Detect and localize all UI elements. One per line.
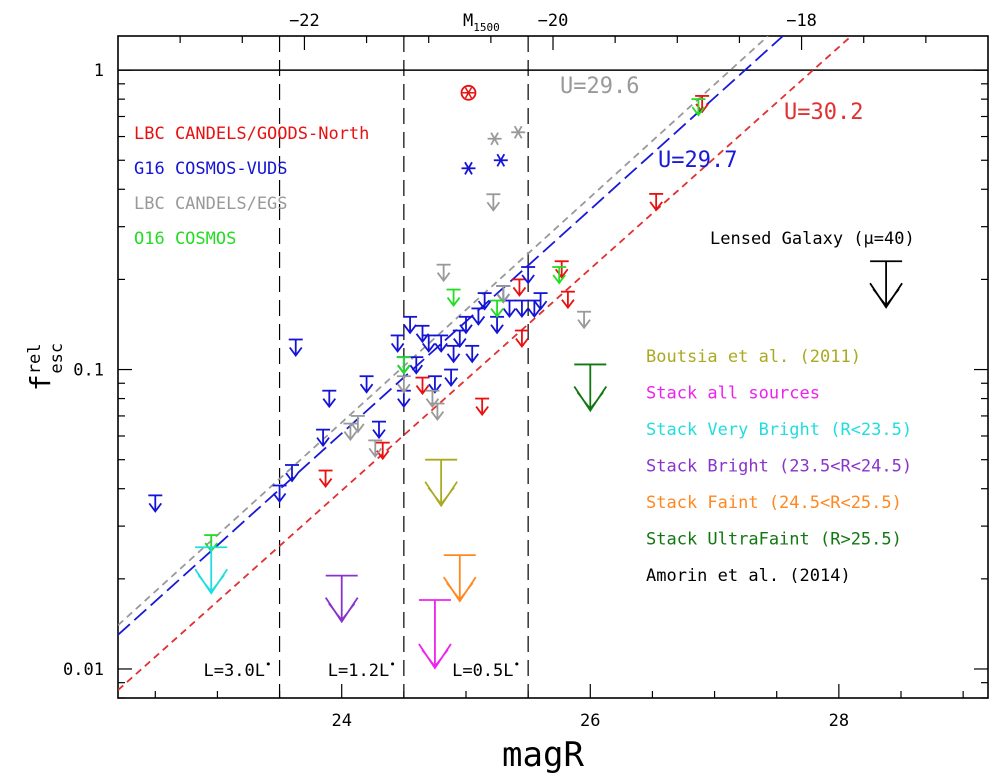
upper-limit-point xyxy=(503,301,517,317)
upper-limit-point xyxy=(577,312,591,328)
detection-point xyxy=(461,162,475,174)
legend-entry: O16 COSMOS xyxy=(134,229,236,249)
upper-limit-point xyxy=(391,335,405,351)
legend-entry: Boutsia et al. (2011) xyxy=(646,347,861,367)
x-tick-label: 24 xyxy=(331,711,351,731)
stack-upper-limit xyxy=(419,600,451,668)
upper-limit-point xyxy=(515,301,529,317)
upper-limit-point xyxy=(453,331,467,347)
annotations: L=3.0L• L=1.2L• L=0.5L• U=29.6 U=29.7 U=30.2 xyxy=(204,74,864,681)
detection-point xyxy=(488,133,502,145)
lensed-label: Lensed Galaxy (μ=40) xyxy=(710,229,915,249)
upper-limit-point xyxy=(561,292,575,308)
legend-entry: G16 COSMOS-VUDS xyxy=(134,159,288,179)
upper-limit-point xyxy=(437,265,451,281)
upper-limit-point xyxy=(343,424,357,440)
legend-entry: Stack Bright (23.5<R<24.5) xyxy=(646,457,912,477)
upper-limit-point xyxy=(478,293,492,309)
x-axis-title: magR xyxy=(502,735,584,775)
upper-limit-point xyxy=(409,357,423,373)
top-tick-label: −22 xyxy=(289,11,320,31)
upper-limit-point xyxy=(471,308,485,324)
upper-limit-point xyxy=(447,346,461,362)
upper-limit-point xyxy=(486,194,500,210)
legend: LBC CANDELS/GOODS-North G16 COSMOS-VUDS LB… xyxy=(134,124,915,586)
upper-limit-point xyxy=(444,370,458,386)
x-tick-label: 26 xyxy=(580,711,600,731)
top-tick-label: −20 xyxy=(538,11,569,31)
luminosity-label: L=1.2L• xyxy=(328,658,396,681)
upper-limit-point xyxy=(552,267,566,283)
y-axis-title-main: frel esc xyxy=(24,343,67,391)
limit-line-label: U=29.6 xyxy=(560,74,639,99)
upper-limit-point xyxy=(285,465,299,481)
legend-entry: Stack UltraFaint (R>25.5) xyxy=(646,530,902,550)
upper-limit-point xyxy=(319,471,333,487)
upper-limit-point xyxy=(447,290,461,306)
stack-upper-limit xyxy=(574,364,606,410)
top-axis-label: M1500 xyxy=(463,11,500,34)
x-tick-label: 28 xyxy=(829,711,849,731)
y-tick-label: 1 xyxy=(94,61,104,81)
legend-entry: Stack Very Bright (R<23.5) xyxy=(646,420,912,440)
upper-limit-point xyxy=(490,317,504,333)
upper-limit-point xyxy=(372,422,386,438)
upper-limit-point xyxy=(403,317,417,333)
upper-limit-point xyxy=(691,99,705,115)
limit-line-label: U=29.7 xyxy=(658,148,737,173)
upper-limit-point xyxy=(273,485,287,501)
luminosity-label: L=3.0L• xyxy=(204,658,272,681)
upper-limit-point xyxy=(521,267,535,283)
upper-limit-point xyxy=(322,391,336,407)
upper-limit-point xyxy=(649,194,663,210)
stack-upper-limit xyxy=(195,547,227,593)
upper-limit-point xyxy=(534,293,548,309)
upper-limit-point xyxy=(148,495,162,511)
legend-entry: LBC CANDELS/EGS xyxy=(134,194,288,214)
y-axis-title: frel esc xyxy=(24,343,67,391)
upper-limit-point xyxy=(465,346,479,362)
upper-limit-point xyxy=(515,331,529,347)
upper-limit-point xyxy=(512,279,526,295)
upper-limit-point xyxy=(360,376,374,392)
detection-point xyxy=(494,154,508,166)
detection-point xyxy=(511,126,525,138)
y-tick-label: 0.01 xyxy=(63,660,104,680)
detection-point xyxy=(461,86,475,100)
upper-limit-point xyxy=(376,443,390,459)
stack-upper-limit xyxy=(870,261,902,307)
upper-limit-point xyxy=(475,399,489,415)
upper-limit-point xyxy=(351,416,365,432)
legend-entry: LBC CANDELS/GOODS-North xyxy=(134,124,369,144)
luminosity-label: L=0.5L• xyxy=(452,658,520,681)
upper-limit-point xyxy=(416,326,430,342)
legend-entry: Amorin et al. (2014) xyxy=(646,566,851,586)
legend-entry: Stack Faint (24.5<R<25.5) xyxy=(646,493,902,513)
upper-limit-point xyxy=(490,301,504,317)
stack-upper-limit xyxy=(326,576,358,622)
top-tick-label: −18 xyxy=(786,11,817,31)
stack-upper-limit xyxy=(425,460,457,506)
legend-entry: Stack all sources xyxy=(646,384,820,404)
upper-limit-point xyxy=(555,261,569,277)
upper-limit-point xyxy=(289,339,303,355)
upper-limit-point xyxy=(397,357,411,373)
y-tick-label: 0.1 xyxy=(73,361,104,381)
limit-line-label: U=30.2 xyxy=(784,100,863,125)
stack-upper-limit xyxy=(444,555,476,601)
